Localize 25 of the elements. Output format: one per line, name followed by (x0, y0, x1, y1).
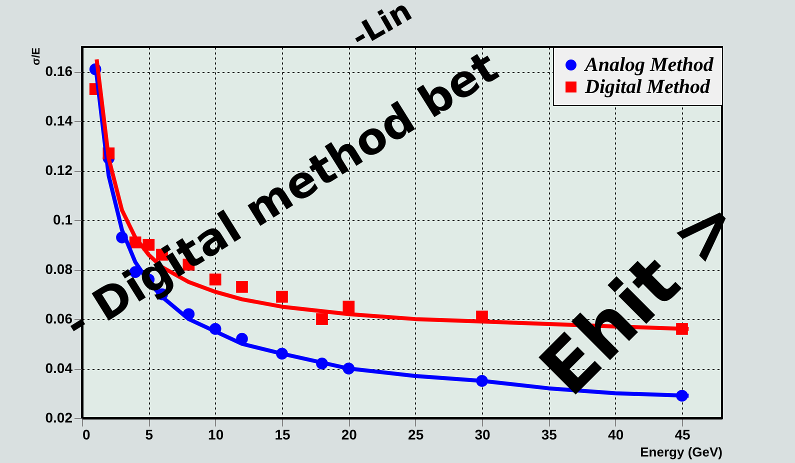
x-tick-label: 20 (341, 426, 358, 442)
x-tick-label: 35 (541, 426, 558, 442)
point (316, 313, 328, 325)
y-tick-label: 0.14 (45, 112, 73, 129)
legend-label: Analog Method (583, 54, 714, 76)
y-tick-label: 0.04 (45, 360, 73, 376)
x-tick-label: 40 (608, 426, 624, 442)
y-tick-label: 0.1 (53, 212, 73, 228)
x-tick-label: 30 (474, 426, 490, 442)
x-axis-title: Energy (GeV) (640, 444, 722, 460)
point (276, 290, 288, 303)
x-tick-label: 15 (274, 426, 290, 442)
y-tick-label: 0.02 (45, 410, 73, 426)
x-tick-label: 5 (145, 426, 154, 442)
x-tick-label: 0 (82, 426, 90, 442)
y-tick-label: 0.08 (45, 261, 73, 278)
x-tick-label: 45 (674, 426, 690, 442)
x-tick-label: 25 (408, 426, 424, 442)
y-tick-label: 0.12 (45, 162, 73, 178)
annotation: -Lin (346, 0, 418, 56)
point (342, 300, 355, 313)
legend-label: Digital Method (584, 76, 712, 98)
y-tick-label: 0.16 (45, 63, 73, 80)
y-axis-title: σ/E (30, 48, 42, 66)
x-tick-label: 10 (208, 426, 224, 442)
